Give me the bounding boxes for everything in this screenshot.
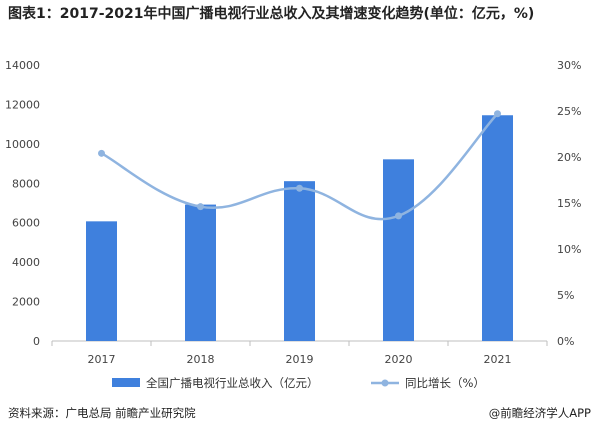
legend-line-marker <box>381 379 389 387</box>
growth-point <box>395 212 402 220</box>
y-right-tick-label: 30% <box>557 59 581 72</box>
y-right-tick-label: 20% <box>557 151 581 164</box>
x-tick-label: 2019 <box>286 353 314 366</box>
growth-point <box>98 149 105 157</box>
axes: 0 2000 4000 6000 8000 10000 12000 14000 0% 5% 10% 1… <box>5 59 581 366</box>
bar <box>86 221 117 341</box>
y-left-tick-label: 12000 <box>5 98 40 111</box>
x-tick-label: 2021 <box>484 353 512 366</box>
x-tick-label: 2018 <box>187 353 215 366</box>
y-left-tick-label: 8000 <box>12 177 40 190</box>
y-right-tick-label: 0% <box>557 335 574 348</box>
y-left-tick-label: 2000 <box>12 296 40 309</box>
y-left-tick-label: 0 <box>33 335 40 348</box>
y-left-tick-label: 10000 <box>5 138 40 151</box>
bar <box>185 204 216 341</box>
chart-title: 图表1：2017-2021年中国广播电视行业总收入及其增速变化趋势(单位：亿元，… <box>8 6 535 22</box>
legend-bar-label: 全国广播电视行业总收入（亿元） <box>146 376 319 390</box>
footer-brand: @前瞻经济学人APP <box>488 406 591 420</box>
y-left-tick-label: 6000 <box>12 217 40 230</box>
line-series <box>98 110 501 221</box>
y-right-tick-label: 5% <box>557 289 574 302</box>
footer-source: 资料来源：广电总局 前瞻产业研究院 <box>8 406 196 420</box>
legend: 全国广播电视行业总收入（亿元） 同比增长（%） <box>112 376 485 390</box>
y-left-tick-label: 4000 <box>12 256 40 269</box>
growth-line <box>100 112 499 221</box>
y-right-tick-label: 15% <box>557 197 581 210</box>
legend-bar-swatch <box>112 378 140 387</box>
bar <box>482 115 513 342</box>
growth-point <box>197 203 204 211</box>
x-tick-label: 2020 <box>385 353 413 366</box>
y-right-tick-label: 10% <box>557 243 581 256</box>
y-right-tick-label: 25% <box>557 105 581 118</box>
y-left-tick-label: 14000 <box>5 59 40 72</box>
bar-series <box>86 115 513 342</box>
bar <box>383 159 414 341</box>
x-tick-label: 2017 <box>88 353 116 366</box>
legend-line-label: 同比增长（%） <box>405 376 485 390</box>
growth-point <box>296 184 303 192</box>
bar <box>284 181 315 341</box>
growth-point <box>494 110 501 118</box>
